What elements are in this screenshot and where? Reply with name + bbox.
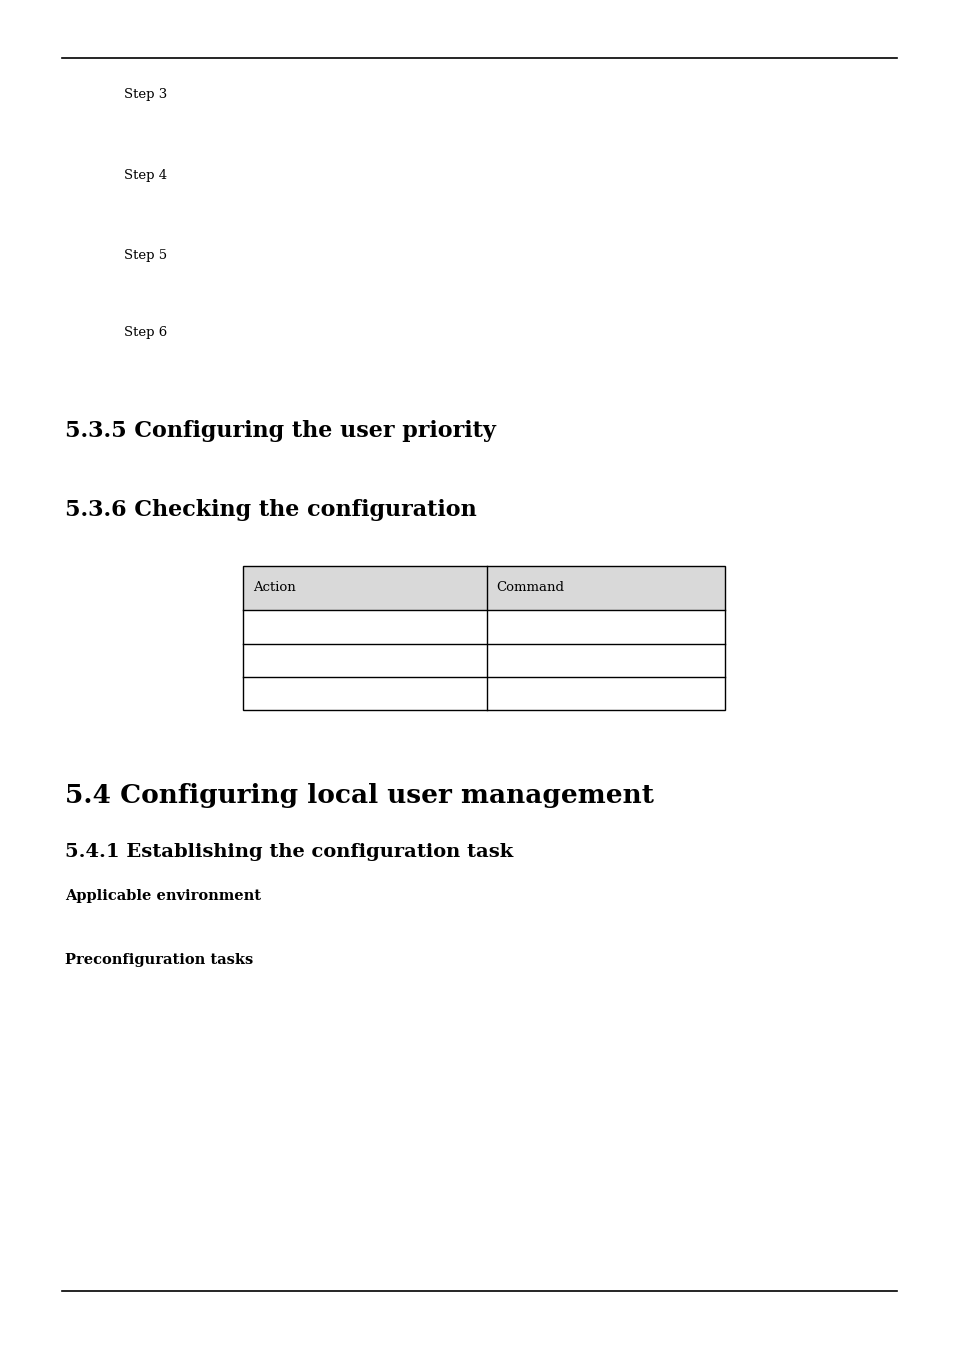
Text: Step 6: Step 6 [124,325,167,339]
Text: Preconfiguration tasks: Preconfiguration tasks [65,953,253,967]
Text: Step 3: Step 3 [124,88,167,101]
Text: 5.3.6 Checking the configuration: 5.3.6 Checking the configuration [65,500,476,521]
Bar [243,566,724,710]
Text: Action: Action [253,582,295,594]
Text: 5.4 Configuring local user management: 5.4 Configuring local user management [65,783,653,807]
Text: 5.3.5 Configuring the user priority: 5.3.5 Configuring the user priority [65,420,496,441]
Bar [243,566,724,610]
Text: 5.4.1 Establishing the configuration task: 5.4.1 Establishing the configuration tas… [65,842,513,861]
Text: Applicable environment: Applicable environment [65,890,260,903]
Text: Step 4: Step 4 [124,169,167,182]
Text: Command: Command [496,582,563,594]
Text: Step 5: Step 5 [124,248,167,262]
